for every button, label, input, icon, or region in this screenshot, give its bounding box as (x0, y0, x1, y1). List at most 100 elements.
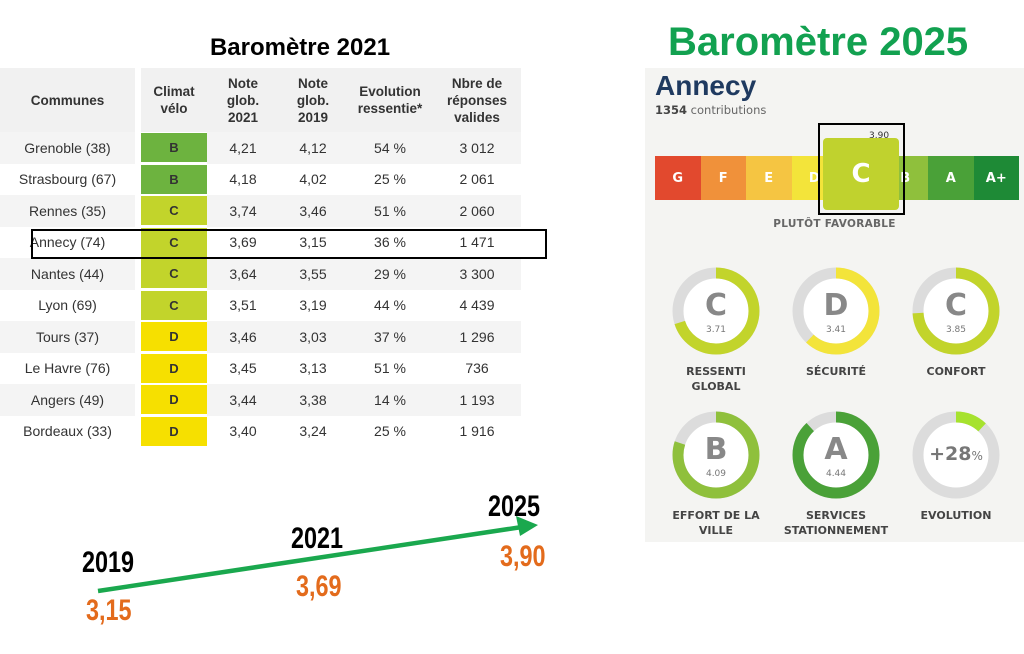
cell-evolution: 36 % (347, 226, 433, 258)
table-row: Strasbourg (67) B 4,18 4,02 25 % 2 061 (0, 163, 521, 195)
cell-reponses: 1 296 (433, 321, 521, 353)
cell-climat: D (141, 416, 207, 448)
gauge-letter: C (944, 288, 968, 323)
scale-segment: G (655, 156, 701, 200)
gauge: A 4.44 SERVICES STATIONNEMENT (781, 410, 891, 542)
barometre-2021-title: Baromètre 2021 (209, 34, 391, 61)
annecy-result-panel: Annecy 1354 contributions GFEDCBAA+ C 3.… (645, 68, 1024, 542)
table-row: Angers (49) D 3,44 3,38 14 % 1 193 (0, 384, 521, 416)
table-row: Le Havre (76) D 3,45 3,13 51 % 736 (0, 352, 521, 385)
cell-reponses: 1 916 (433, 415, 521, 447)
trend-value-2021: 3,69 (296, 570, 342, 603)
header-reponses: Nbre de réponses valides (433, 68, 521, 132)
scale-segment: A+ (973, 156, 1019, 200)
gauge-score: 4.09 (705, 469, 727, 479)
cell-climat: D (141, 353, 207, 385)
trend-value-2019: 3,15 (86, 594, 132, 627)
scale-segment: E (746, 156, 792, 200)
gauge-percent: +28% (929, 443, 983, 465)
cell-note-2021: 3,46 (207, 321, 279, 353)
gauge-ring (672, 411, 760, 499)
trend-year-2025: 2025 (488, 490, 541, 523)
cell-evolution: 29 % (347, 258, 433, 290)
scale-segment: A (928, 156, 974, 200)
gauge: C 3.85 CONFORT (901, 266, 1011, 406)
gauge-letter: D (823, 288, 849, 323)
cell-reponses: 3 012 (433, 132, 521, 164)
cell-commune: Annecy (74) (0, 226, 135, 258)
cell-climat: C (141, 258, 207, 290)
cell-note-2019: 3,46 (279, 195, 347, 227)
table-row: Tours (37) D 3,46 3,03 37 % 1 296 (0, 321, 521, 353)
cell-commune: Bordeaux (33) (0, 415, 135, 447)
gauge-label: CONFORT (926, 365, 986, 378)
gauge-label: EFFORT DE LA VILLE (672, 509, 760, 537)
cell-note-2021: 4,21 (207, 132, 279, 164)
cell-evolution: 54 % (347, 132, 433, 164)
gauge-ring (792, 267, 880, 355)
cell-climat: D (141, 384, 207, 416)
cell-note-2019: 3,38 (279, 384, 347, 416)
current-grade: C (823, 138, 899, 210)
gauge: +28% EVOLUTION (901, 410, 1011, 542)
cell-note-2021: 3,64 (207, 258, 279, 290)
gauge-ring (912, 411, 1000, 499)
cell-commune: Angers (49) (0, 384, 135, 416)
cell-evolution: 25 % (347, 415, 433, 447)
cell-reponses: 3 300 (433, 258, 521, 290)
gauge-score: 4.44 (825, 469, 847, 479)
cell-reponses: 4 439 (433, 289, 521, 321)
cell-note-2019: 3,13 (279, 352, 347, 384)
cell-note-2021: 4,18 (207, 163, 279, 195)
table-row: Bordeaux (33) D 3,40 3,24 25 % 1 916 (0, 415, 521, 448)
header-communes: Communes (0, 68, 135, 132)
gauge: C 3.71 RESSENTI GLOBAL (661, 266, 771, 406)
cell-reponses: 736 (433, 352, 521, 384)
trend-year-2019: 2019 (82, 546, 135, 579)
cell-reponses: 1 193 (433, 384, 521, 416)
grade-badge: B (141, 133, 207, 163)
grade-badge: C (141, 290, 207, 320)
table-header-row: Communes Climat vélo Note glob. 2021 Not… (0, 68, 521, 132)
table-row: Annecy (74) C 3,69 3,15 36 % 1 471 (0, 226, 521, 259)
cell-evolution: 25 % (347, 163, 433, 195)
gauge-letter: C (704, 288, 728, 323)
gauge-ring (792, 411, 880, 499)
gauge-ring (912, 267, 1000, 355)
barometre-2021-table: Communes Climat vélo Note glob. 2021 Not… (0, 68, 521, 447)
gauge: B 4.09 EFFORT DE LA VILLE (661, 410, 771, 542)
grade-mention: PLUTÔT FAVORABLE (773, 218, 896, 230)
gauge: D 3.41 SÉCURITÉ (781, 266, 891, 406)
cell-climat: B (141, 132, 207, 164)
city-name: Annecy (655, 70, 757, 101)
header-evolution: Evolution ressentie* (347, 68, 433, 132)
cell-commune: Le Havre (76) (0, 352, 135, 384)
cell-climat: C (141, 227, 207, 259)
gauge-letter: A (824, 432, 848, 467)
cell-evolution: 37 % (347, 321, 433, 353)
cell-commune: Rennes (35) (0, 195, 135, 227)
grade-badge: B (141, 164, 207, 194)
cell-evolution: 44 % (347, 289, 433, 321)
header-note-2019: Note glob. 2019 (279, 68, 347, 132)
grade-badge: C (141, 259, 207, 289)
gauge-label: EVOLUTION (920, 509, 992, 522)
cell-note-2021: 3,40 (207, 415, 279, 447)
current-grade-highlight (818, 123, 905, 215)
table-row: Lyon (69) C 3,51 3,19 44 % 4 439 (0, 289, 521, 321)
table-row: Nantes (44) C 3,64 3,55 29 % 3 300 (0, 258, 521, 290)
header-climat-velo: Climat vélo (141, 68, 207, 132)
header-note-2021: Note glob. 2021 (207, 68, 279, 132)
barometre-2025-title: Baromètre 2025 (668, 20, 969, 64)
grade-badge: D (141, 322, 207, 352)
trend-year-2021: 2021 (291, 522, 344, 555)
current-score: 3.90 (869, 131, 890, 141)
gauge-ring (672, 267, 760, 355)
cell-evolution: 51 % (347, 352, 433, 384)
cell-reponses: 2 061 (433, 163, 521, 195)
cell-note-2019: 3,15 (279, 226, 347, 258)
cell-commune: Tours (37) (0, 321, 135, 353)
grade-badge: C (141, 227, 207, 257)
cell-reponses: 2 060 (433, 195, 521, 227)
gauge-score: 3.71 (705, 325, 727, 335)
